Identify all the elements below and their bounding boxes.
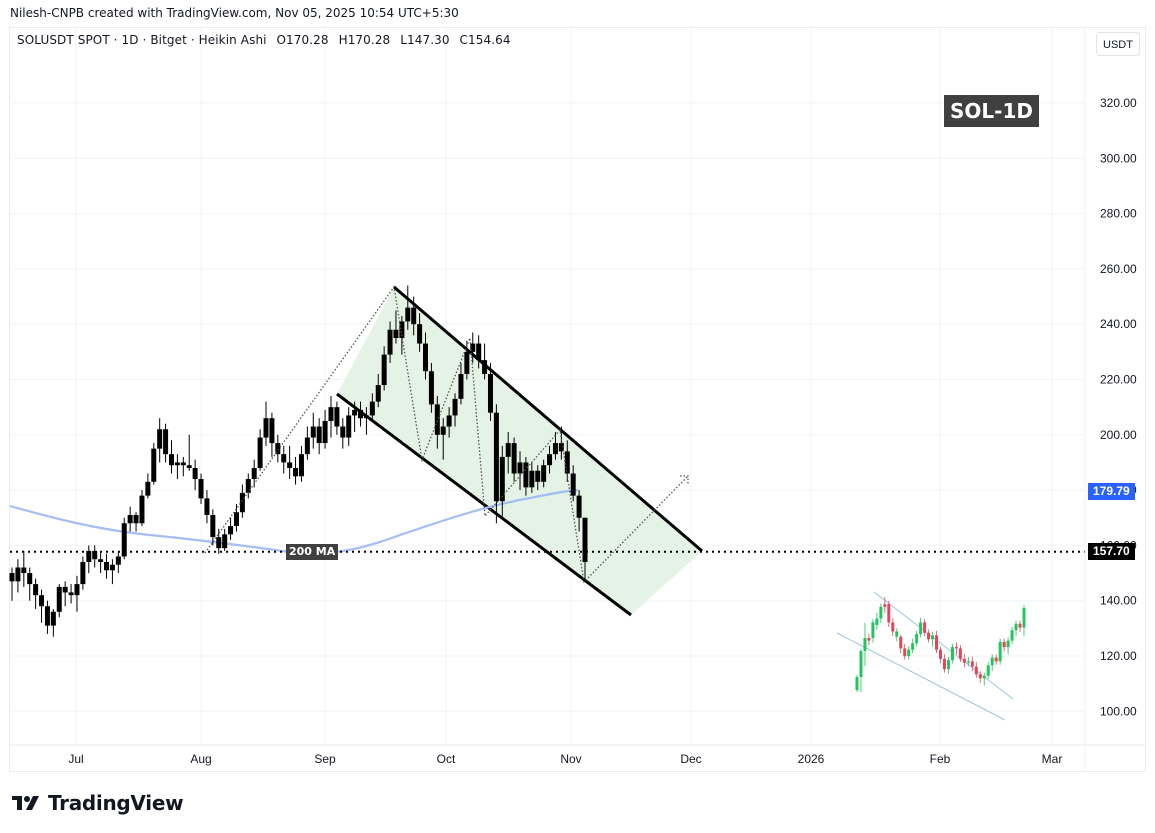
- time-tick-label: Oct: [437, 752, 456, 766]
- time-tick-label: Dec: [680, 752, 701, 766]
- price-tick-label: 300.00: [1100, 151, 1137, 165]
- time-tick-label: Sep: [314, 752, 336, 766]
- ohlc-high: H170.28: [338, 33, 391, 47]
- price-tick-label: 200.00: [1100, 428, 1137, 442]
- tradingview-wordmark: TradingView: [48, 791, 184, 815]
- price-tick-label: 280.00: [1100, 207, 1137, 221]
- descending-channel: [336, 285, 703, 617]
- time-tick-label: 2026: [798, 752, 825, 766]
- currency-button[interactable]: USDT: [1096, 32, 1140, 56]
- time-tick-label: Aug: [190, 752, 211, 766]
- price-tick-label: 320.00: [1100, 96, 1137, 110]
- time-tick-label: Jul: [68, 752, 83, 766]
- time-tick-label: Mar: [1042, 752, 1063, 766]
- tradingview-logo-icon: [12, 796, 39, 810]
- price-tick-label: 240.00: [1100, 317, 1137, 331]
- price-tick-label: 100.00: [1100, 704, 1137, 718]
- ohlc-low: L147.30: [400, 33, 450, 47]
- time-tick-label: Nov: [560, 752, 581, 766]
- time-axis[interactable]: Jul Aug Sep Oct Nov Dec 2026 Feb Mar: [10, 744, 1145, 766]
- price-tick-label: 140.00: [1100, 594, 1137, 608]
- ma-label: 200 MA: [286, 544, 339, 560]
- chart-badge: SOL-1D: [944, 95, 1039, 127]
- ohlc-open: O170.28: [276, 33, 329, 47]
- time-tick-label: Feb: [930, 752, 951, 766]
- price-axis[interactable]: 100.00120.00140.00160.00180.00200.00220.…: [1084, 28, 1137, 772]
- drawing-overlays: [10, 285, 1085, 584]
- chart-credit: Nilesh-CNPB created with TradingView.com…: [10, 6, 459, 20]
- tradingview-brand[interactable]: TradingView: [12, 791, 184, 815]
- price-tick-label: 120.00: [1100, 649, 1137, 663]
- ma-price-tag: 179.79: [1088, 483, 1135, 500]
- price-tick-label: 220.00: [1100, 373, 1137, 387]
- candlestick-series: [9, 285, 588, 637]
- price-tick-label: 260.00: [1100, 262, 1137, 276]
- last-price-tag: 157.70: [1088, 543, 1135, 560]
- symbol-legend: SOLUSDT SPOT · 1D · Bitget · Heikin Ashi…: [17, 33, 517, 47]
- ohlc-close: C154.64: [459, 33, 511, 47]
- inset-fractal-pattern: [836, 591, 1026, 721]
- symbol-info: SOLUSDT SPOT · 1D · Bitget · Heikin Ashi: [17, 33, 267, 47]
- grid-lines: [10, 28, 1085, 745]
